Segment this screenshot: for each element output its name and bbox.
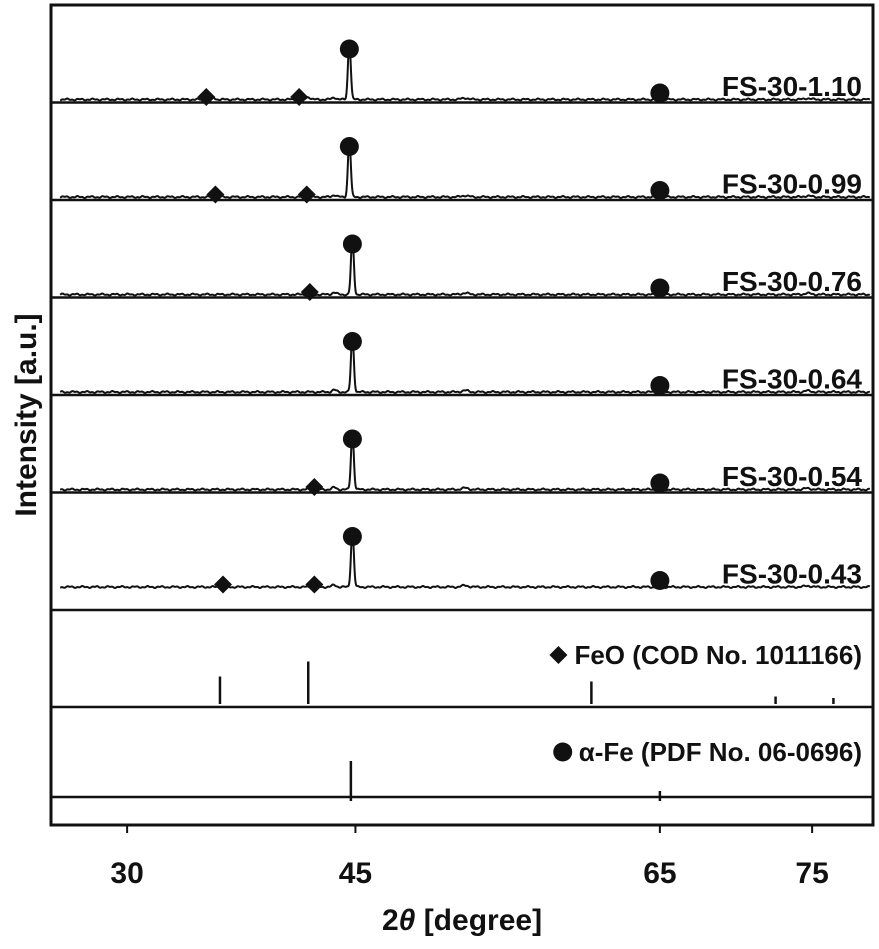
panels: FS-30-1.10 FS-30-0.99 FS-30-0.76 FS-30-0.64… xyxy=(51,39,873,801)
xrd-pattern-line xyxy=(59,139,871,200)
xrd-pattern-line xyxy=(59,235,871,297)
xrd-pattern-line xyxy=(59,333,870,395)
xrd-pattern-line xyxy=(59,42,871,102)
feo-diamond-marker xyxy=(549,646,568,664)
fe-circle-marker xyxy=(650,376,670,395)
series-panel: FS-30-0.54 xyxy=(51,393,873,496)
series-label: FS-30-0.54 xyxy=(722,461,862,492)
fe-circle-marker xyxy=(553,742,573,762)
reference-label: FeO (COD No. 1011166) xyxy=(574,640,862,670)
series-panel: FS-30-0.76 xyxy=(51,198,873,301)
feo-diamond-marker xyxy=(305,575,324,594)
x-ticks: 30 45 65 75 xyxy=(110,825,829,890)
x-axis-title: 2θ [degree] xyxy=(382,904,542,937)
fe-circle-marker xyxy=(339,137,359,156)
fe-circle-marker xyxy=(342,234,362,254)
xrd-pattern-line xyxy=(60,528,871,590)
fe-circle-marker xyxy=(650,181,670,200)
series-label: FS-30-0.43 xyxy=(722,559,862,590)
reference-label: α-Fe (PDF No. 06-0696) xyxy=(579,737,862,767)
x-tick-label: 45 xyxy=(339,857,372,890)
fe-circle-marker xyxy=(650,83,670,103)
fe-circle-marker xyxy=(339,39,359,59)
series-label: FS-30-1.10 xyxy=(722,71,862,102)
y-axis-title: Intensity [a.u.] xyxy=(10,313,43,516)
series-panel: FS-30-1.10 xyxy=(59,39,871,106)
fe-circle-marker xyxy=(342,332,362,351)
fe-circle-marker xyxy=(342,527,362,546)
feo-diamond-marker xyxy=(214,575,233,594)
reference-panel: α-Fe (PDF No. 06-0696) xyxy=(51,705,873,801)
series-label: FS-30-0.99 xyxy=(722,169,862,200)
series-panel: FS-30-0.64 xyxy=(51,296,873,395)
series-label: FS-30-0.76 xyxy=(722,266,862,297)
fe-circle-marker xyxy=(650,473,670,493)
x-tick-label: 75 xyxy=(795,857,828,890)
xrd-pattern-line xyxy=(60,431,871,492)
reference-panel: FeO (COD No. 1011166) xyxy=(51,608,873,704)
x-tick-label: 30 xyxy=(110,857,143,890)
series-panel: FS-30-0.43 xyxy=(51,491,873,594)
x-tick-label: 65 xyxy=(643,857,676,890)
fe-circle-marker xyxy=(342,429,362,449)
series-label: FS-30-0.64 xyxy=(722,364,862,395)
plot-frame xyxy=(49,3,875,827)
fe-circle-marker xyxy=(650,571,670,590)
fe-circle-marker xyxy=(650,278,670,298)
series-panel: FS-30-0.99 xyxy=(51,101,873,204)
